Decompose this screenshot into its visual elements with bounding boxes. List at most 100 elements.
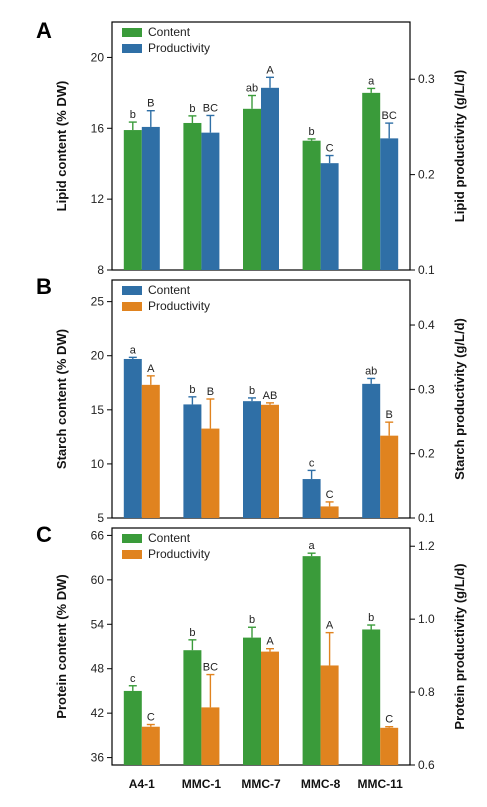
bar-content xyxy=(302,556,321,765)
y2-tick-label: 0.1 xyxy=(418,511,435,525)
y-tick-label: 16 xyxy=(91,121,105,135)
y2-tick-label: 0.2 xyxy=(418,447,435,461)
x-category-label: MMC-8 xyxy=(301,777,341,791)
y2-tick-label: 0.6 xyxy=(418,758,435,772)
legend-swatch xyxy=(122,302,142,311)
y2-tick-label: 0.3 xyxy=(418,72,435,86)
bar-content xyxy=(123,358,142,518)
panel-letter: C xyxy=(36,522,52,547)
x-category-label: MMC-1 xyxy=(182,777,222,791)
significance-letter: A xyxy=(266,64,274,76)
y2-axis-title: Lipid productivity (g/L/d) xyxy=(452,70,467,222)
y-tick-label: 15 xyxy=(91,403,105,417)
legend-label: Productivity xyxy=(148,299,210,313)
significance-letter: C xyxy=(147,712,155,724)
x-category-label: A4-1 xyxy=(129,777,155,791)
significance-letter: b xyxy=(189,103,195,115)
significance-letter: BC xyxy=(203,102,218,114)
legend-swatch xyxy=(122,286,142,295)
bar-productivity xyxy=(261,651,279,765)
y-tick-label: 48 xyxy=(91,662,105,676)
significance-letter: A xyxy=(266,636,274,648)
significance-letter: A xyxy=(326,620,334,632)
bar-productivity xyxy=(380,727,399,765)
y-tick-label: 20 xyxy=(91,349,105,363)
legend-label: Content xyxy=(148,531,191,545)
y2-tick-label: 0.2 xyxy=(418,168,435,182)
y-axis-title: Starch content (% DW) xyxy=(54,329,69,469)
y-tick-label: 54 xyxy=(91,617,105,631)
bar-content xyxy=(243,401,261,518)
significance-letter: B xyxy=(207,386,214,398)
bar-content xyxy=(302,140,321,270)
bar-content xyxy=(362,92,381,270)
legend-swatch xyxy=(122,28,142,37)
significance-letter: b xyxy=(249,614,255,626)
panel-letter: A xyxy=(36,18,52,43)
y-tick-label: 12 xyxy=(91,192,105,206)
bar-content xyxy=(123,130,142,270)
significance-letter: AB xyxy=(263,390,278,402)
y2-tick-label: 0.3 xyxy=(418,382,435,396)
y-tick-label: 66 xyxy=(91,528,105,542)
significance-letter: ab xyxy=(365,365,377,377)
significance-letter: b xyxy=(249,385,255,397)
y2-axis-title: Starch productivity (g/L/d) xyxy=(452,318,467,480)
y-tick-label: 42 xyxy=(91,706,105,720)
significance-letter: B xyxy=(147,98,154,110)
significance-letter: C xyxy=(326,489,334,501)
y2-tick-label: 0.1 xyxy=(418,263,435,277)
significance-letter: BC xyxy=(203,662,218,674)
significance-letter: c xyxy=(309,457,315,469)
y-axis-title: Lipid content (% DW) xyxy=(54,81,69,212)
significance-letter: a xyxy=(130,344,137,356)
y-axis-title: Protein content (% DW) xyxy=(54,574,69,718)
bar-productivity xyxy=(141,384,160,518)
y-tick-label: 20 xyxy=(91,50,105,64)
bar-content xyxy=(362,383,381,518)
y2-tick-label: 0.4 xyxy=(418,318,435,332)
significance-letter: b xyxy=(189,384,195,396)
legend-label: Content xyxy=(148,25,191,39)
bar-productivity xyxy=(141,726,160,765)
bar-productivity xyxy=(201,428,220,518)
bar-productivity xyxy=(320,665,339,765)
significance-letter: B xyxy=(386,409,393,421)
significance-letter: c xyxy=(130,673,136,685)
x-category-label: MMC-7 xyxy=(241,777,281,791)
bar-productivity xyxy=(201,132,220,270)
significance-letter: C xyxy=(326,143,334,155)
bar-content xyxy=(183,650,202,765)
bar-content xyxy=(243,108,261,270)
bar-productivity xyxy=(261,87,279,270)
y2-axis-title: Protein productivity (g/L/d) xyxy=(452,563,467,729)
y-tick-label: 36 xyxy=(91,751,105,765)
bar-productivity xyxy=(201,707,220,765)
bar-content xyxy=(302,479,321,518)
legend-label: Productivity xyxy=(148,41,210,55)
bar-content xyxy=(362,629,381,765)
x-category-label: MMC-11 xyxy=(358,777,404,791)
significance-letter: a xyxy=(309,540,316,552)
bar-productivity xyxy=(261,404,279,518)
significance-letter: A xyxy=(147,363,155,375)
significance-letter: b xyxy=(368,612,374,624)
legend-label: Content xyxy=(148,283,191,297)
legend-swatch xyxy=(122,44,142,53)
bar-productivity xyxy=(320,506,339,518)
bar-productivity xyxy=(380,138,399,270)
significance-letter: b xyxy=(309,126,315,138)
y-tick-label: 5 xyxy=(97,511,104,525)
legend-label: Productivity xyxy=(148,547,210,561)
significance-letter: C xyxy=(385,714,393,726)
legend-swatch xyxy=(122,550,142,559)
bar-content xyxy=(243,637,261,765)
y2-tick-label: 0.8 xyxy=(418,685,435,699)
bar-productivity xyxy=(380,435,399,518)
bar-productivity xyxy=(141,126,160,270)
bar-content xyxy=(123,690,142,765)
y-tick-label: 25 xyxy=(91,295,105,309)
panel-letter: B xyxy=(36,274,52,299)
significance-letter: b xyxy=(130,109,136,121)
